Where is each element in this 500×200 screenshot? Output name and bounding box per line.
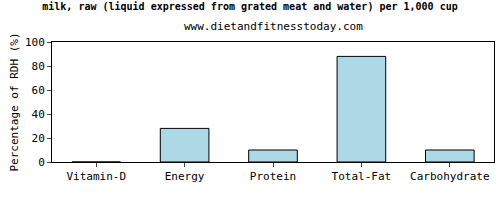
svg-text:milk, raw (liquid expressed fr: milk, raw (liquid expressed from grated … <box>42 1 457 12</box>
svg-text:Vitamin-D: Vitamin-D <box>66 170 126 183</box>
svg-text:Percentage of RDH (%): Percentage of RDH (%) <box>8 32 21 171</box>
svg-text:60: 60 <box>32 84 45 97</box>
svg-text:Total-Fat: Total-Fat <box>332 170 392 183</box>
svg-text:80: 80 <box>32 60 45 73</box>
svg-text:100: 100 <box>25 36 45 49</box>
svg-text:0: 0 <box>38 156 45 169</box>
svg-text:40: 40 <box>32 108 45 121</box>
svg-text:Carbohydrate: Carbohydrate <box>410 170 489 183</box>
svg-text:www.dietandfitnesstoday.com: www.dietandfitnesstoday.com <box>184 20 363 33</box>
svg-text:Energy: Energy <box>165 170 205 183</box>
svg-text:Protein: Protein <box>250 170 296 183</box>
svg-text:20: 20 <box>32 132 45 145</box>
